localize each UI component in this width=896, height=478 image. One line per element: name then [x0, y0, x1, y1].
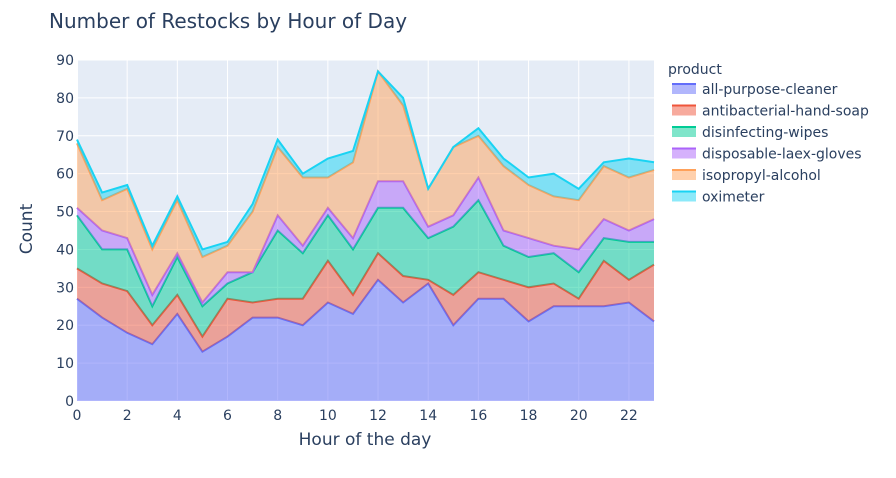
- legend-item-disposable-laex-gloves[interactable]: disposable-laex-gloves: [672, 147, 862, 163]
- legend-swatch: [672, 127, 696, 137]
- legend-swatch: [672, 105, 696, 116]
- legend-label: all-purpose-cleaner: [702, 82, 838, 98]
- legend-item-antibacterial-hand-soap[interactable]: antibacterial-hand-soap: [672, 104, 869, 120]
- x-tick-label: 16: [469, 408, 487, 424]
- chart-title: Number of Restocks by Hour of Day: [49, 9, 407, 33]
- y-tick-label: 90: [56, 53, 74, 69]
- y-tick-label: 70: [56, 129, 74, 145]
- legend-item-disinfecting-wipes[interactable]: disinfecting-wipes: [672, 125, 828, 141]
- legend-label: disposable-laex-gloves: [702, 147, 862, 163]
- y-axis-ticks: 0 10 20 30 40 50 60 70 80 90: [56, 53, 74, 410]
- x-tick-label: 22: [620, 408, 638, 424]
- legend-swatch: [672, 148, 696, 159]
- x-tick-label: 0: [73, 408, 82, 424]
- y-tick-label: 10: [56, 356, 74, 372]
- x-tick-label: 14: [419, 408, 437, 424]
- x-tick-label: 10: [319, 408, 337, 424]
- legend-label: oximeter: [702, 190, 765, 206]
- x-axis-ticks: 0 2 4 6 8 10 12 14 16 18 20 22: [73, 408, 638, 424]
- legend-item-all-purpose-cleaner[interactable]: all-purpose-cleaner: [672, 82, 838, 98]
- legend[interactable]: product all-purpose-cleaner antibacterial…: [668, 62, 869, 206]
- legend-title: product: [668, 62, 722, 78]
- legend-item-oximeter[interactable]: oximeter: [672, 190, 765, 206]
- x-axis-title: Hour of the day: [299, 430, 432, 450]
- legend-label: disinfecting-wipes: [702, 125, 828, 141]
- y-tick-label: 80: [56, 91, 74, 107]
- area-disinfecting-wipes: [77, 200, 654, 337]
- legend-label: antibacterial-hand-soap: [702, 104, 869, 120]
- y-tick-label: 0: [65, 394, 74, 410]
- area-all-purpose-cleaner: [77, 279, 654, 401]
- x-tick-label: 6: [223, 408, 232, 424]
- y-tick-label: 20: [56, 318, 74, 334]
- y-axis-title: Count: [17, 203, 37, 254]
- legend-swatch: [672, 191, 696, 202]
- x-tick-label: 18: [520, 408, 538, 424]
- area-antibacterial-hand-soap: [77, 253, 654, 352]
- y-tick-label: 40: [56, 242, 74, 258]
- x-tick-label: 20: [570, 408, 588, 424]
- area-isopropyl-alcohol: [77, 71, 654, 303]
- legend-label: isopropyl-alcohol: [702, 168, 821, 184]
- legend-swatch: [672, 170, 696, 180]
- y-tick-label: 60: [56, 167, 74, 183]
- x-tick-label: 12: [369, 408, 387, 424]
- y-tick-label: 50: [56, 205, 74, 221]
- legend-swatch: [672, 84, 696, 94]
- x-tick-label: 2: [123, 408, 132, 424]
- y-tick-label: 30: [56, 280, 74, 296]
- x-tick-label: 8: [273, 408, 282, 424]
- x-tick-label: 4: [173, 408, 182, 424]
- series-areas: [76, 69, 655, 401]
- line-oximeter: [76, 69, 655, 251]
- legend-item-isopropyl-alcohol[interactable]: isopropyl-alcohol: [672, 168, 821, 184]
